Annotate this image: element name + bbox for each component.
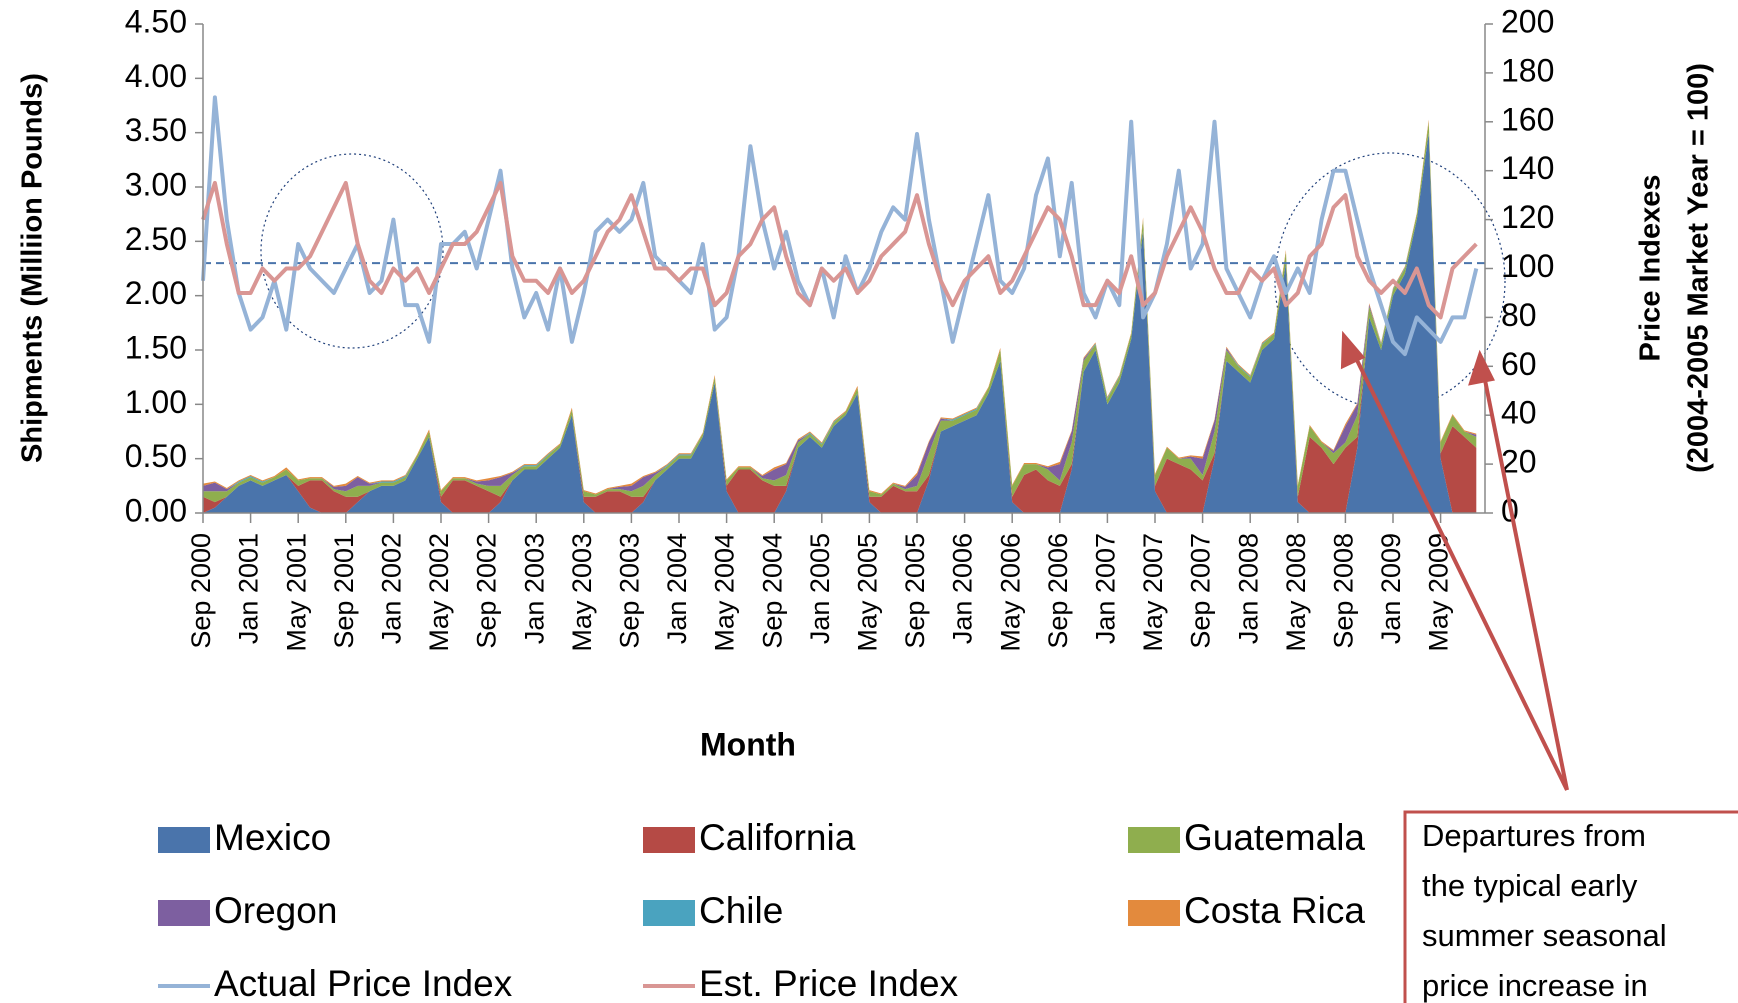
legend-label: Actual Price Index bbox=[214, 963, 513, 1003]
y-tick-label: 2.50 bbox=[125, 221, 187, 257]
x-tick-label: Jan 2003 bbox=[519, 533, 549, 644]
x-tick-label: Jan 2007 bbox=[1091, 533, 1121, 644]
highlight-circle bbox=[260, 153, 444, 349]
annotation-line: price increase in bbox=[1422, 968, 1648, 1003]
y-tick-label: 2.00 bbox=[125, 275, 187, 311]
legend-swatch bbox=[158, 900, 210, 926]
y-tick-label: 3.50 bbox=[125, 112, 187, 148]
plot-area: 0.00 0.50 1.00 1.50 2.00 2.50 3.00 3.50 4.00 4.50… bbox=[125, 3, 1555, 651]
x-tick-label: Jan 2001 bbox=[234, 533, 264, 644]
x-tick-label: May 2008 bbox=[1281, 533, 1311, 652]
legend-swatch bbox=[643, 827, 695, 853]
x-tick-label: May 2006 bbox=[995, 533, 1025, 652]
x-tick-label: May 2001 bbox=[281, 533, 311, 652]
legend-label: Costa Rica bbox=[1184, 890, 1365, 931]
y2-axis-title: (2004-2005 Market Year = 100) bbox=[1683, 63, 1715, 473]
y2-tick-label: 60 bbox=[1501, 346, 1537, 382]
y2-tick-label: 40 bbox=[1501, 395, 1537, 431]
y2-tick-label: 100 bbox=[1501, 248, 1554, 284]
y-tick-label: 3.00 bbox=[125, 166, 187, 202]
area bbox=[203, 132, 1477, 513]
legend-label: California bbox=[699, 817, 856, 858]
annotation-line: summer seasonal bbox=[1422, 918, 1667, 953]
y2-axis-title: Price Indexes bbox=[1635, 175, 1667, 362]
x-tick-label: Jan 2005 bbox=[805, 533, 835, 644]
x-tick-label: Sep 2006 bbox=[1043, 533, 1073, 649]
y2-tick-label: 80 bbox=[1501, 297, 1537, 333]
annotation-box bbox=[1403, 810, 1738, 1003]
x-tick-label: Sep 2003 bbox=[615, 533, 645, 649]
legend-label: Oregon bbox=[214, 890, 337, 931]
x-tick-label: Sep 2002 bbox=[472, 533, 502, 649]
annotation: Departures from the typical early summer s… bbox=[1422, 818, 1667, 1003]
y2-tick-label: 160 bbox=[1501, 101, 1554, 137]
y-tick-label: 4.50 bbox=[125, 3, 187, 39]
legend-label: Est. Price Index bbox=[699, 963, 959, 1003]
x-tick-label: Sep 2000 bbox=[186, 533, 216, 649]
x-tick-label: Jan 2009 bbox=[1376, 533, 1406, 644]
annotation-arrows bbox=[1340, 330, 1569, 791]
x-tick-label: May 2003 bbox=[567, 533, 597, 652]
x-tick-label: Sep 2005 bbox=[900, 533, 930, 649]
y-tick-label: 0.50 bbox=[125, 438, 187, 474]
y-tick-label: 1.00 bbox=[125, 384, 187, 420]
line bbox=[201, 180, 1478, 320]
x-tick-label: Sep 2008 bbox=[1329, 533, 1359, 649]
y2-tick-label: 120 bbox=[1501, 199, 1554, 235]
x-tick-label: Jan 2004 bbox=[662, 533, 692, 644]
y2-tick-label: 140 bbox=[1501, 150, 1554, 186]
x-tick-label: Jan 2002 bbox=[377, 533, 407, 644]
legend-label: Mexico bbox=[214, 817, 331, 858]
y-tick-label: 4.00 bbox=[125, 58, 187, 94]
x-tick-label: Jan 2008 bbox=[1233, 533, 1263, 644]
x-tick-label: May 2002 bbox=[424, 533, 454, 652]
x-tick-label: Sep 2007 bbox=[1186, 533, 1216, 649]
y2-tick-label: 180 bbox=[1501, 52, 1554, 88]
x-tick-label: May 2009 bbox=[1424, 533, 1454, 652]
y-tick-label: 1.50 bbox=[125, 329, 187, 365]
area bbox=[203, 132, 1477, 513]
legend-swatch bbox=[158, 827, 210, 853]
x-tick-label: May 2007 bbox=[1138, 533, 1168, 652]
annotation-line: the typical early bbox=[1422, 868, 1638, 903]
legend-label: Guatemala bbox=[1184, 817, 1365, 858]
legend: Mexico California Guatemala Oregon Chile Cost… bbox=[158, 817, 1365, 1003]
y2-tick-label: 200 bbox=[1501, 3, 1554, 39]
x-tick-label: Jan 2006 bbox=[948, 533, 978, 644]
x-tick-label: Sep 2001 bbox=[329, 533, 359, 649]
x-tick-label: Sep 2004 bbox=[757, 533, 787, 649]
x-axis-title: Month bbox=[700, 726, 796, 762]
legend-swatch bbox=[1128, 900, 1180, 926]
legend-swatch bbox=[643, 900, 695, 926]
y-axis-title: Shipments (Milliion Pounds) bbox=[17, 73, 49, 463]
y2-tick-label: 20 bbox=[1501, 444, 1537, 480]
legend-label: Chile bbox=[699, 890, 783, 931]
annotation-line: Departures from bbox=[1422, 818, 1646, 853]
x-tick-label: May 2004 bbox=[710, 533, 740, 652]
x-tick-label: May 2005 bbox=[853, 533, 883, 652]
y-tick-label: 0.00 bbox=[125, 492, 187, 528]
legend-swatch bbox=[1128, 827, 1180, 853]
